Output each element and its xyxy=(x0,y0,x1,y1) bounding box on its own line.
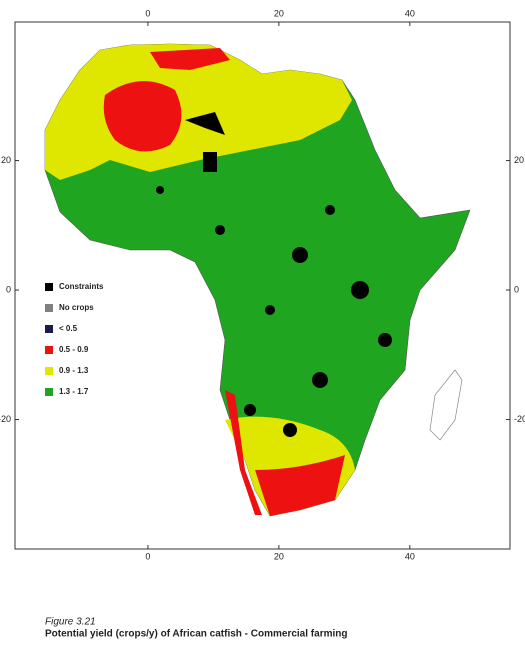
legend-swatch xyxy=(45,346,53,354)
lat-tick-label: -20 xyxy=(514,414,525,424)
figure-number: Figure 3.21 xyxy=(45,617,96,628)
legend-label: 0.5 - 0.9 xyxy=(59,345,89,354)
legend-swatch xyxy=(45,388,53,396)
lat-tick-label: 20 xyxy=(1,155,11,165)
legend-label: < 0.5 xyxy=(59,324,78,333)
legend-swatch xyxy=(45,325,53,333)
lat-tick-label: 20 xyxy=(514,155,524,165)
lon-tick-label: 20 xyxy=(274,551,284,561)
legend: Constraints No crops < 0.5 0.5 - 0.9 0.9 - 1… xyxy=(45,282,104,396)
legend-label: Constraints xyxy=(59,282,104,291)
lon-tick-label: 40 xyxy=(405,551,415,561)
lat-tick-label: 0 xyxy=(514,284,519,294)
legend-label: 1.3 - 1.7 xyxy=(59,387,89,396)
lon-tick-label: 40 xyxy=(405,8,415,18)
lon-tick-label: 0 xyxy=(145,8,150,18)
lon-tick-label: 20 xyxy=(274,8,284,18)
legend-label: 0.9 - 1.3 xyxy=(59,366,89,375)
continent xyxy=(44,43,471,517)
legend-swatch xyxy=(45,304,53,312)
figure-title: Potential yield (crops/y) of African cat… xyxy=(45,629,347,640)
lat-tick-label: -20 xyxy=(0,414,11,424)
lat-tick-label: 0 xyxy=(6,284,11,294)
legend-swatch xyxy=(45,367,53,375)
legend-label: No crops xyxy=(59,303,94,312)
legend-swatch xyxy=(45,283,53,291)
coordinate-ticks: 0 0 20 20 40 40 20 20 0 0 -20 -20 xyxy=(0,8,525,561)
lon-tick-label: 0 xyxy=(145,551,150,561)
